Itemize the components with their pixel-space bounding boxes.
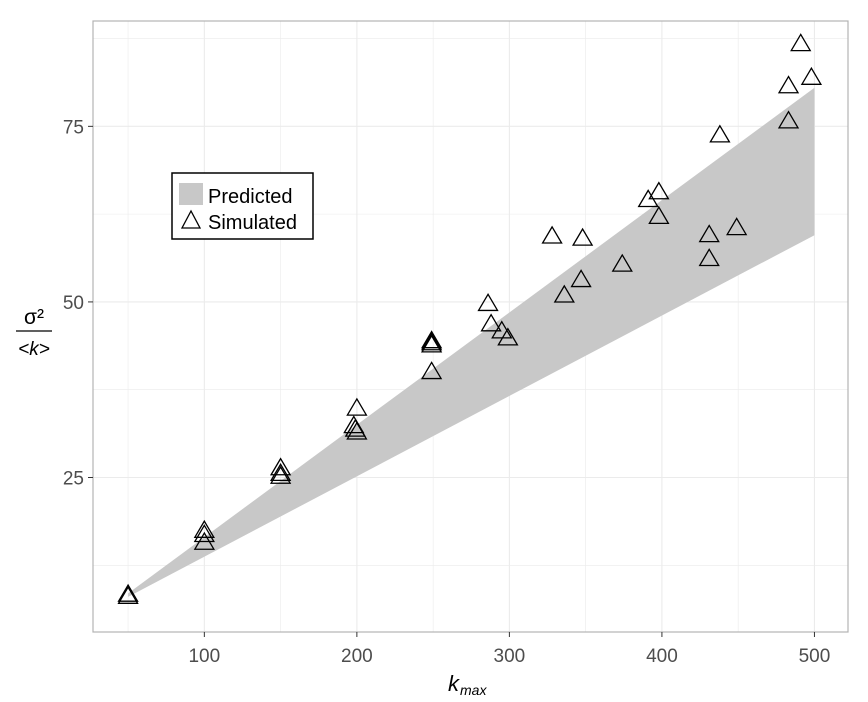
simulated-point [480, 313, 502, 332]
x-tick-label: 200 [341, 646, 373, 667]
legend-triangle-icon [180, 209, 202, 229]
grid-lines [93, 21, 848, 632]
simulated-point [269, 465, 292, 484]
simulated-point [648, 205, 670, 225]
y-axis-title: σ² <k> [16, 306, 52, 360]
y-axis-title-denominator: <k> [18, 339, 50, 360]
x-tick-label: 300 [494, 646, 526, 667]
simulated-point [420, 332, 443, 351]
x-tick-label: 500 [799, 646, 831, 667]
simulated-point [698, 224, 720, 243]
predicted-band [128, 87, 815, 597]
panel-border [92, 20, 849, 633]
y-tick-label: 75 [63, 117, 84, 138]
legend-swatch-simulated-bg [179, 209, 203, 231]
simulated-point [346, 397, 368, 416]
predicted-band-layer [128, 87, 815, 597]
simulated-point [553, 284, 575, 303]
simulated-point [698, 248, 720, 267]
x-axis-title-main: k [448, 671, 460, 696]
simulated-points-layer [117, 33, 823, 604]
simulated-point [117, 583, 139, 602]
simulated-point [477, 293, 499, 312]
y-tick-label: 50 [63, 293, 84, 314]
legend-swatch-predicted [179, 183, 203, 205]
simulated-point [420, 334, 443, 353]
x-tick-label: 100 [188, 646, 220, 667]
simulated-point [648, 181, 670, 200]
simulated-point [269, 462, 292, 482]
simulated-point [570, 269, 592, 288]
x-tick-label: 400 [646, 646, 678, 667]
legend: Predicted Simulated [171, 172, 314, 240]
y-tick-label: 25 [63, 468, 84, 489]
simulated-point [193, 531, 215, 550]
x-axis-title-subscript: max [460, 682, 487, 698]
simulated-point [193, 524, 215, 543]
axes: 100 200 300 400 500 25 50 75 [63, 117, 830, 667]
simulated-point [497, 327, 519, 346]
legend-label-simulated: Simulated [208, 212, 297, 234]
simulated-point [420, 330, 443, 349]
plot-panel [92, 20, 849, 633]
simulated-point [541, 225, 563, 244]
simulated-point [777, 75, 800, 94]
simulated-point [726, 217, 748, 236]
simulated-point [790, 33, 812, 52]
simulated-point [117, 585, 139, 604]
simulated-point [800, 66, 823, 85]
y-axis-title-numerator: σ² [24, 306, 44, 329]
simulated-point [193, 519, 215, 538]
simulated-point [420, 361, 443, 380]
simulated-point [269, 457, 292, 476]
simulated-point [709, 124, 731, 143]
legend-label-predicted: Predicted [208, 186, 293, 208]
x-axis-title: k max [448, 671, 487, 698]
simulated-point [571, 227, 594, 246]
simulated-point [346, 421, 368, 440]
simulated-point [777, 110, 800, 129]
simulated-point [611, 253, 633, 272]
